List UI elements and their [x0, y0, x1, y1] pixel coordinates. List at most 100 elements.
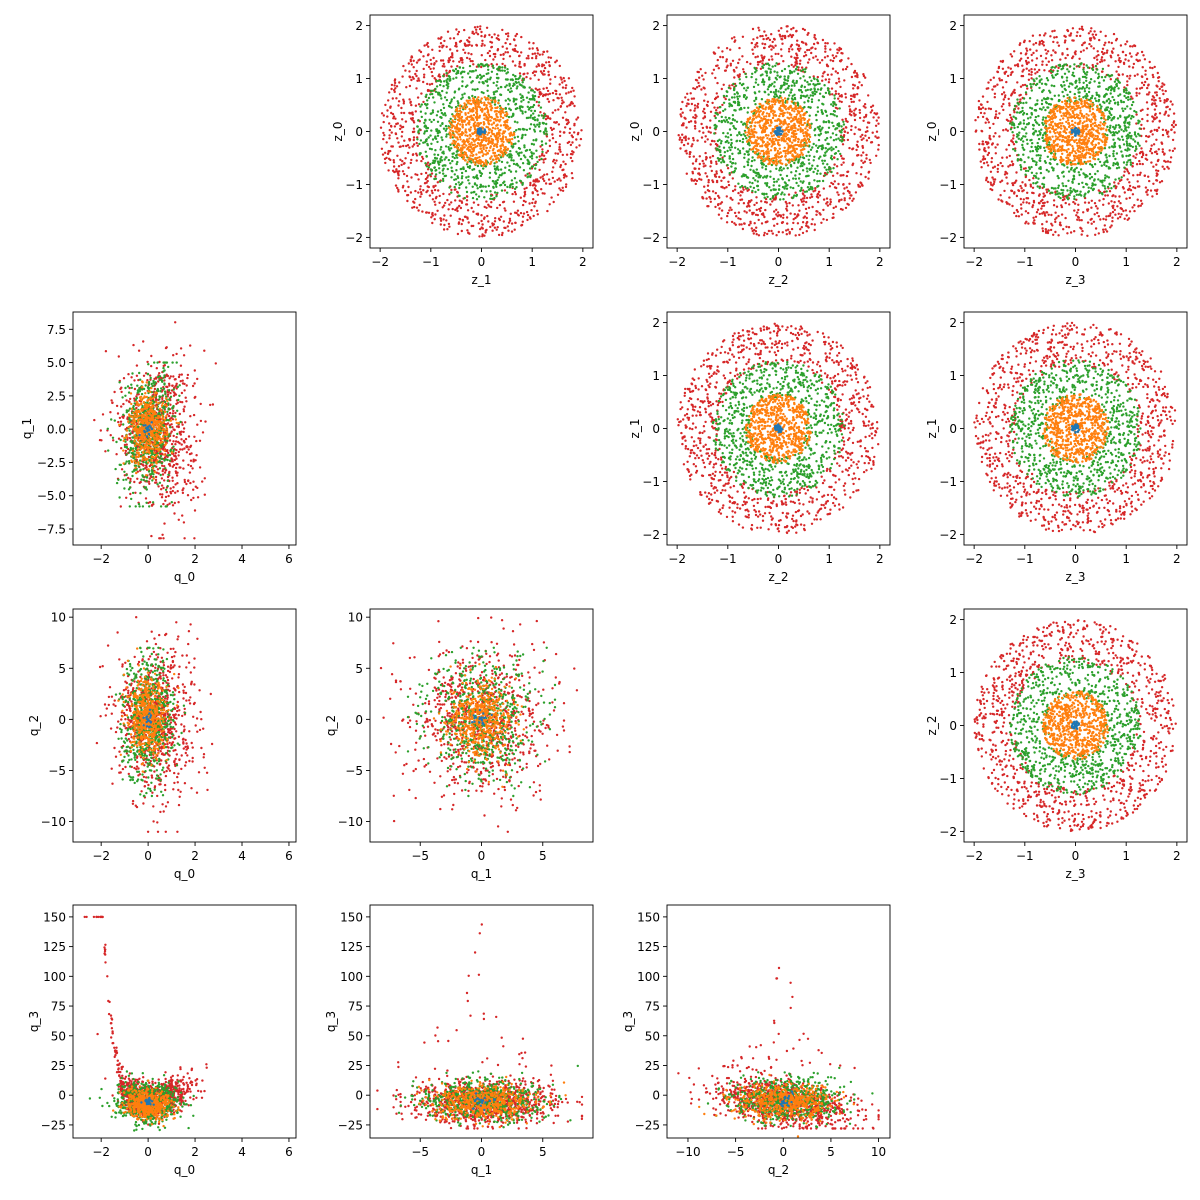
data-point: [750, 130, 753, 133]
data-point: [525, 210, 529, 214]
data-point: [445, 98, 449, 102]
data-point: [499, 168, 503, 171]
data-point: [797, 140, 800, 144]
data-point: [837, 92, 840, 96]
data-point: [410, 158, 413, 162]
data-point: [390, 125, 393, 128]
data-point: [786, 167, 789, 170]
data-point: [489, 76, 492, 79]
data-point: [436, 131, 440, 135]
x-tick-label: −1: [719, 255, 737, 269]
data-point: [761, 141, 765, 144]
data-point: [393, 125, 397, 128]
data-point: [431, 74, 434, 78]
data-point: [792, 221, 795, 225]
data-point: [549, 78, 552, 81]
data-point: [723, 151, 727, 154]
data-point: [766, 141, 769, 144]
data-point: [492, 96, 495, 100]
data-point: [804, 51, 807, 54]
data-point: [461, 61, 464, 64]
data-point: [495, 154, 499, 157]
data-point: [500, 189, 504, 192]
data-point: [732, 88, 736, 92]
data-point: [794, 191, 797, 194]
data-point: [519, 105, 523, 108]
data-point: [788, 94, 791, 97]
data-point: [437, 37, 440, 40]
data-point: [433, 200, 436, 203]
data-point: [491, 179, 495, 183]
data-point: [805, 196, 809, 200]
data-point: [755, 144, 759, 148]
data-point: [826, 55, 829, 58]
data-point: [811, 94, 815, 97]
data-point: [531, 192, 534, 195]
data-point: [877, 116, 880, 119]
data-point: [468, 107, 471, 111]
data-point: [753, 125, 757, 128]
data-point: [740, 133, 743, 137]
data-point: [793, 144, 796, 147]
data-point: [855, 148, 858, 152]
data-point: [806, 80, 809, 84]
data-point: [832, 167, 835, 170]
data-point: [785, 205, 789, 208]
data-point: [722, 119, 726, 122]
data-point: [767, 58, 771, 61]
data-point: [431, 191, 434, 195]
data-point: [535, 156, 538, 159]
y-tick-label: −2: [642, 231, 660, 245]
data-point: [536, 52, 539, 55]
data-point: [506, 148, 509, 151]
data-point: [765, 176, 768, 179]
data-point: [485, 190, 488, 193]
data-point: [480, 54, 483, 57]
data-point: [555, 159, 558, 162]
data-point: [782, 213, 785, 216]
data-point: [784, 152, 787, 155]
data-point: [719, 55, 722, 59]
data-point: [381, 153, 385, 156]
data-point: [806, 88, 809, 92]
data-point: [526, 72, 529, 75]
data-point: [544, 157, 547, 161]
data-point: [544, 118, 548, 121]
data-point: [542, 50, 545, 54]
data-point: [731, 118, 735, 122]
data-point: [770, 135, 774, 138]
data-point: [706, 184, 710, 187]
data-point: [698, 177, 701, 181]
data-point: [800, 186, 803, 190]
data-point: [434, 175, 437, 178]
data-point: [479, 185, 483, 188]
data-point: [484, 63, 488, 66]
data-point: [560, 102, 564, 105]
data-point: [393, 79, 396, 83]
data-point: [489, 135, 493, 138]
data-point: [784, 132, 788, 135]
data-point: [793, 213, 796, 216]
data-point: [460, 200, 463, 203]
data-point: [419, 191, 423, 194]
data-point: [830, 181, 833, 185]
data-point: [472, 168, 476, 171]
data-point: [765, 115, 768, 118]
data-point: [424, 150, 427, 153]
data-point: [475, 184, 479, 187]
data-point: [821, 38, 825, 42]
data-point: [1013, 111, 1016, 114]
data-point: [851, 147, 855, 150]
data-point: [406, 180, 409, 183]
data-point: [764, 134, 768, 137]
data-point: [756, 63, 760, 66]
data-point: [694, 87, 697, 91]
data-point: [469, 145, 472, 149]
data-point: [486, 152, 490, 155]
data-point: [470, 44, 474, 47]
data-point: [430, 70, 433, 74]
data-point: [762, 107, 765, 110]
data-point: [791, 107, 794, 111]
data-point: [753, 99, 756, 103]
data-point: [756, 60, 760, 64]
